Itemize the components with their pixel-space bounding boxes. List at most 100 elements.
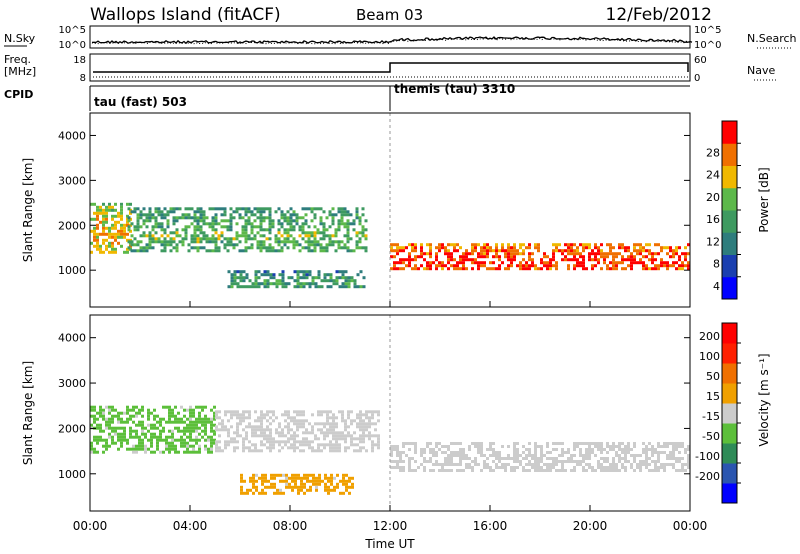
freq-tick-top: 18	[73, 55, 86, 66]
heatmap-cell	[226, 225, 230, 229]
heatmap-cell	[295, 213, 299, 217]
heatmap-cell	[356, 425, 359, 429]
heatmap-cell	[346, 219, 350, 223]
heatmap-cell	[153, 450, 156, 454]
heatmap-cell	[114, 441, 117, 445]
heatmap-cell	[477, 463, 480, 466]
colorbar-segment	[722, 276, 737, 300]
heatmap-cell	[93, 447, 96, 451]
heatmap-cell	[248, 413, 251, 417]
heatmap-cell	[627, 264, 630, 268]
heatmap-cell	[528, 448, 531, 451]
heatmap-cell	[326, 428, 329, 432]
heatmap-cell	[528, 267, 531, 271]
heatmap-cell	[459, 261, 462, 265]
heatmap-cell	[105, 438, 108, 442]
heatmap-cell	[93, 405, 96, 409]
heatmap-cell	[519, 463, 522, 466]
heatmap-cell	[330, 473, 333, 477]
heatmap-cell	[423, 252, 426, 256]
heatmap-cell	[338, 285, 342, 289]
heatmap-cell	[248, 446, 251, 450]
heatmap-cell	[221, 425, 224, 429]
heatmap-cell	[259, 228, 263, 232]
heatmap-cell	[287, 437, 290, 441]
heatmap-cell	[642, 261, 645, 265]
heatmap-cell	[227, 270, 231, 274]
heatmap-cell	[126, 420, 129, 424]
heatmap-cell	[135, 447, 138, 451]
heatmap-cell	[684, 264, 687, 268]
heatmap-cell	[96, 226, 99, 230]
heatmap-cell	[239, 285, 243, 289]
heatmap-cell	[576, 252, 579, 256]
heatmap-cell	[498, 454, 501, 457]
heatmap-cell	[329, 276, 333, 280]
heatmap-cell	[278, 431, 281, 435]
heatmap-cell	[546, 267, 549, 271]
heatmap-cell	[281, 276, 285, 280]
heatmap-cell	[271, 249, 275, 253]
heatmap-cell	[335, 416, 338, 420]
heatmap-cell	[199, 219, 203, 223]
heatmap-cell	[465, 249, 468, 253]
heatmap-cell	[368, 434, 371, 438]
heatmap-cell	[136, 216, 140, 220]
heatmap-cell	[288, 482, 291, 486]
heatmap-cell	[96, 247, 99, 251]
heatmap-cell	[208, 222, 212, 226]
heatmap-cell	[247, 216, 251, 220]
heatmap-cell	[687, 243, 690, 247]
heatmap-cell	[393, 249, 396, 253]
heatmap-cell	[319, 246, 323, 250]
heatmap-cell	[312, 476, 315, 480]
heatmap-cell	[96, 435, 99, 439]
heatmap-cell	[621, 267, 624, 271]
heatmap-cell	[358, 216, 362, 220]
heatmap-cell	[330, 479, 333, 483]
heatmap-cell	[660, 264, 663, 268]
heatmap-cell	[426, 442, 429, 445]
heatmap-cell	[236, 422, 239, 426]
heatmap-cell	[99, 208, 102, 212]
heatmap-cell	[295, 240, 299, 244]
heatmap-cell	[687, 457, 690, 460]
heatmap-cell	[96, 417, 99, 421]
heatmap-cell	[316, 228, 320, 232]
heatmap-cell	[180, 429, 183, 433]
heatmap-cell	[335, 279, 339, 283]
heatmap-cell	[189, 438, 192, 442]
heatmap-cell	[96, 450, 99, 454]
heatmap-cell	[244, 237, 248, 241]
heatmap-cell	[612, 457, 615, 460]
heatmap-cell	[120, 217, 123, 221]
heatmap-cell	[129, 447, 132, 451]
heatmap-cell	[480, 261, 483, 265]
heatmap-cell	[189, 414, 192, 418]
heatmap-cell	[371, 416, 374, 420]
heatmap-cell	[510, 249, 513, 253]
heatmap-cell	[280, 210, 284, 214]
heatmap-cell	[192, 423, 195, 427]
heatmap-cell	[132, 450, 135, 454]
heatmap-cell	[105, 447, 108, 451]
heatmap-cell	[165, 435, 168, 439]
heatmap-cell	[408, 442, 411, 445]
heatmap-cell	[468, 466, 471, 469]
heatmap-cell	[600, 267, 603, 271]
heatmap-cell	[657, 454, 660, 457]
heatmap-cell	[166, 213, 170, 217]
heatmap-cell	[377, 410, 380, 414]
heatmap-cell	[459, 448, 462, 451]
heatmap-cell	[303, 476, 306, 480]
heatmap-cell	[356, 443, 359, 447]
heatmap-cell	[245, 273, 249, 277]
heatmap-cell	[338, 270, 342, 274]
heatmap-cell	[284, 440, 287, 444]
heatmap-cell	[256, 246, 260, 250]
heatmap-cell	[287, 431, 290, 435]
heatmap-cell	[138, 441, 141, 445]
heatmap-cell	[328, 240, 332, 244]
heatmap-cell	[585, 448, 588, 451]
heatmap-cell	[240, 476, 243, 480]
